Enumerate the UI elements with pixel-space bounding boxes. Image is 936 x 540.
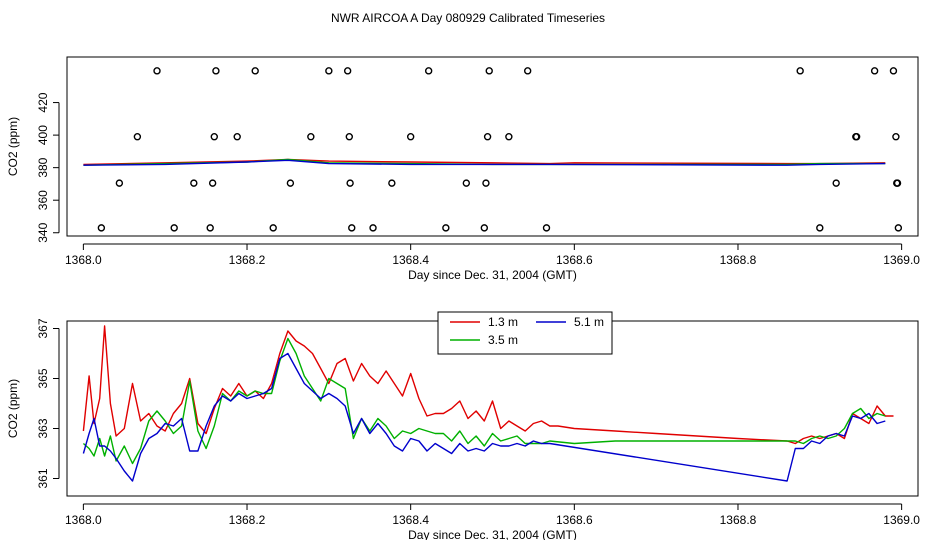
x-tick-label: 1368.4	[392, 253, 429, 267]
plot-area	[83, 67, 903, 232]
calibration-point	[406, 133, 415, 141]
y-tick-label: 367	[36, 318, 50, 338]
y-axis-label: CO2 (ppm)	[6, 379, 20, 438]
calibration-point	[442, 224, 450, 232]
legend: 1.3 m 5.1 m 3.5 m	[437, 311, 613, 355]
calibration-point	[870, 67, 879, 75]
calibration-point	[893, 179, 902, 187]
calibration-point	[832, 179, 840, 187]
y-tick-label: 365	[36, 368, 50, 388]
calibration-point	[542, 224, 551, 232]
series-line-3-5-m	[82, 337, 886, 465]
calibration-point	[482, 179, 490, 187]
calibration-point	[852, 133, 861, 141]
calibration-point	[345, 133, 354, 141]
y-axis-label: CO2 (ppm)	[6, 117, 20, 176]
x-tick-label: 1368.6	[556, 513, 593, 527]
legend-label-5-1-m: 5.1 m	[574, 315, 604, 329]
y-tick-label: 363	[36, 418, 50, 438]
calibration-point	[424, 67, 433, 75]
legend-label-3-5-m: 3.5 m	[488, 333, 518, 347]
calibration-point	[190, 179, 198, 187]
y-tick-label: 420	[36, 92, 50, 112]
calibration-point	[483, 133, 492, 141]
x-tick-label: 1369.0	[883, 253, 920, 267]
x-tick-label: 1368.6	[556, 253, 593, 267]
legend-box	[437, 311, 613, 355]
plot-area	[82, 325, 894, 482]
chart-title: NWR AIRCOA A Day 080929 Calibrated Times…	[331, 11, 605, 25]
calibration-point	[170, 224, 178, 232]
calibration-point	[115, 179, 124, 187]
series-line-5-1-m	[83, 159, 886, 166]
calibration-point	[307, 133, 315, 141]
calibration-point	[892, 133, 900, 141]
x-tick-label: 1368.8	[720, 253, 757, 267]
x-axis-label: Day since Dec. 31, 2004 (GMT)	[408, 268, 577, 282]
x-tick-label: 1369.0	[883, 513, 920, 527]
calibration-point	[462, 179, 471, 187]
calibration-point	[505, 133, 513, 141]
plot-frame	[66, 56, 919, 237]
y-tick-label: 380	[36, 157, 50, 177]
calibration-point	[212, 67, 220, 75]
y-tick-label: 361	[36, 468, 50, 488]
bottom-panel: 1368.0 1368.2 1368.4 1368.6 1368.8 1369.0 Day …	[6, 311, 920, 540]
x-tick-label: 1368.0	[65, 513, 102, 527]
y-tick-label: 360	[36, 190, 50, 210]
calibration-point	[325, 67, 333, 75]
calibration-point	[894, 224, 903, 232]
x-tick-label: 1368.2	[229, 253, 266, 267]
y-tick-label: 340	[36, 222, 50, 242]
calibration-point	[369, 224, 377, 232]
series-line-5-1-m	[82, 352, 886, 482]
calibration-point	[210, 133, 218, 141]
calibration-point	[348, 224, 356, 232]
y-tick-label: 400	[36, 125, 50, 145]
calibration-point	[251, 67, 259, 75]
x-tick-label: 1368.0	[65, 253, 102, 267]
calibration-point	[889, 67, 898, 75]
calibration-point	[485, 67, 493, 75]
calibration-point	[208, 179, 217, 187]
top-panel: 1368.0 1368.2 1368.4 1368.6 1368.8 1369.0 Day …	[6, 56, 920, 282]
calibration-point	[97, 224, 106, 232]
x-tick-label: 1368.2	[229, 513, 266, 527]
legend-label-1-3-m: 1.3 m	[488, 315, 518, 329]
calibration-point	[523, 67, 532, 75]
calibration-point	[269, 224, 277, 232]
calibration-point	[133, 133, 142, 141]
calibration-point	[796, 67, 804, 75]
calibration-point	[480, 224, 489, 232]
calibration-point	[343, 67, 352, 75]
calibration-point	[233, 133, 241, 141]
x-axis-label: Day since Dec. 31, 2004 (GMT)	[408, 528, 577, 540]
x-tick-label: 1368.4	[392, 513, 429, 527]
calibration-point	[816, 224, 824, 232]
calibration-point	[206, 224, 214, 232]
calibration-point	[286, 179, 295, 187]
calibration-point	[388, 179, 396, 187]
x-tick-label: 1368.8	[720, 513, 757, 527]
calibration-point	[153, 67, 161, 75]
calibration-point	[346, 179, 354, 187]
